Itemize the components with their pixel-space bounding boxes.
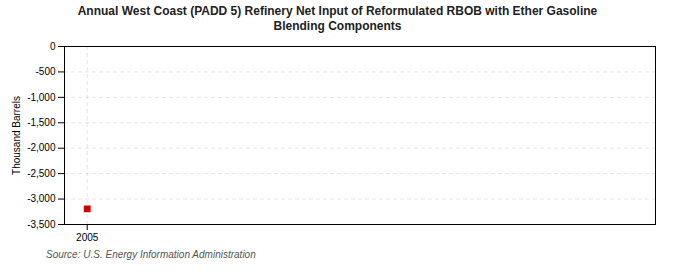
html-text:Source: U.S. Energy Informatio: Source: U.S. Energy Information Administ… xyxy=(46,249,256,260)
svg-text:-1,500: -1,500 xyxy=(27,117,56,128)
svg-text:-3,000: -3,000 xyxy=(27,193,56,204)
svg-text:-2,500: -2,500 xyxy=(27,168,56,179)
svg-text:2005: 2005 xyxy=(76,232,99,243)
svg-text:-500: -500 xyxy=(35,66,55,77)
svg-text:Thousand Barrels: Thousand Barrels xyxy=(11,96,22,175)
svg-text:-2,000: -2,000 xyxy=(27,142,56,153)
html-text:Annual West Coast (PADD 5) Ref: Annual West Coast (PADD 5) Refinery Net … xyxy=(77,4,598,33)
svg-text:0: 0 xyxy=(50,41,56,52)
svg-text:-1,000: -1,000 xyxy=(27,92,56,103)
svg-text:-3,500: -3,500 xyxy=(27,219,56,230)
